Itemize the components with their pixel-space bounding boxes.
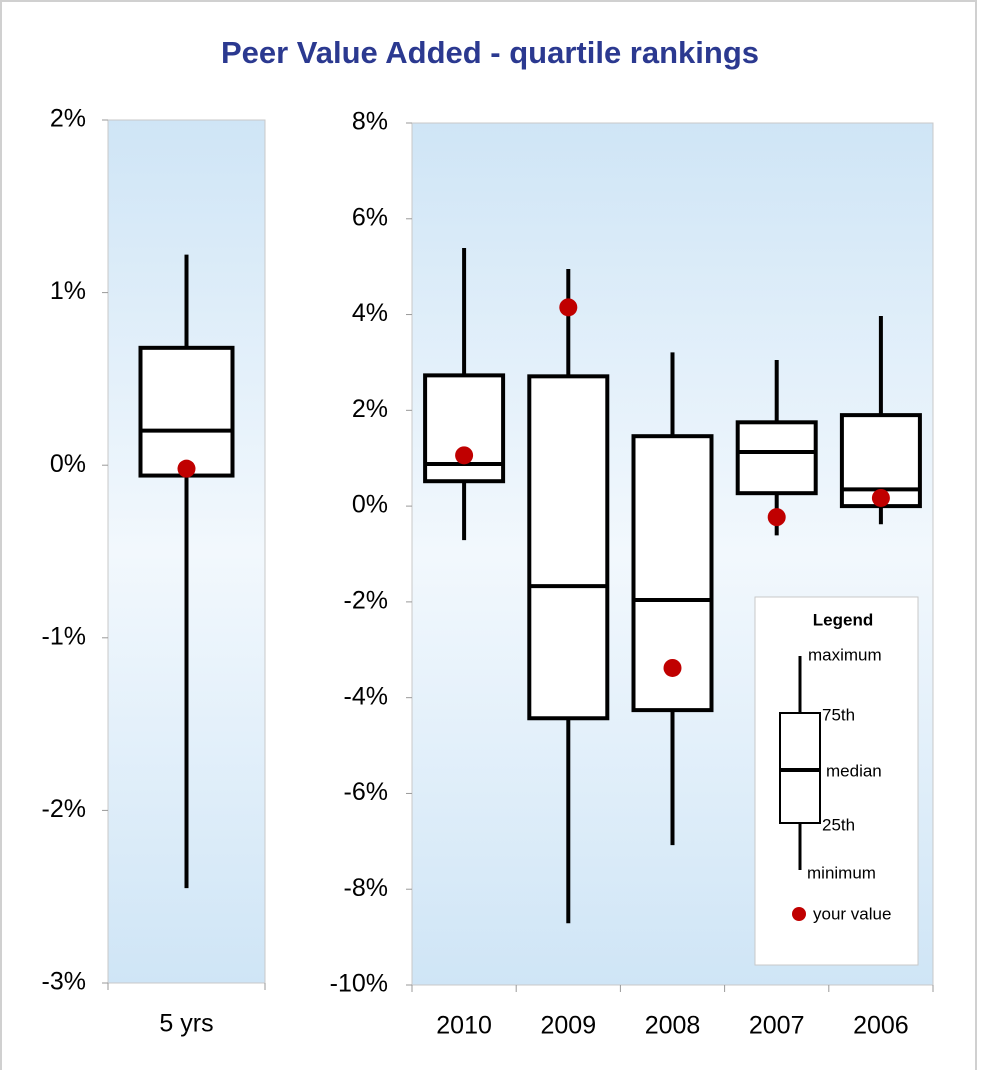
y-tick-label: 4% (352, 299, 388, 327)
your-value (767, 508, 786, 527)
x-tick-label: 2010 (436, 1012, 492, 1040)
chart-title: Peer Value Added - quartile rankings (221, 35, 759, 70)
legend-label: 75th (822, 705, 855, 724)
y-tick-label: 0% (352, 491, 388, 519)
your-value (177, 459, 196, 478)
y-tick-label: -8% (344, 874, 388, 902)
x-tick-label: 2009 (540, 1012, 596, 1040)
y-tick-label: -2% (344, 586, 388, 614)
box (138, 345, 235, 478)
legend-label: maximum (808, 645, 882, 664)
y-tick-label: 8% (352, 108, 388, 136)
y-tick-label: 0% (50, 450, 86, 478)
legend-label: 25th (822, 815, 855, 834)
legend-title: Legend (813, 610, 873, 629)
y-tick-label: -4% (344, 682, 388, 710)
y-tick-label: 2% (352, 395, 388, 423)
legend-label: your value (813, 904, 891, 923)
x-tick-label: 5 yrs (159, 1010, 213, 1038)
box (527, 374, 610, 721)
x-tick-label: 2006 (853, 1012, 909, 1040)
legend-label: median (826, 761, 882, 780)
y-tick-label: 1% (50, 277, 86, 305)
y-tick-label: 2% (50, 105, 86, 133)
x-tick-label: 2007 (749, 1012, 805, 1040)
your-value (455, 446, 474, 465)
y-tick-label: 6% (352, 203, 388, 231)
y-tick-label: -1% (42, 622, 86, 650)
legend-label: minimum (807, 863, 876, 882)
x-tick-label: 2008 (645, 1012, 701, 1040)
your-value (663, 658, 682, 677)
y-tick-label: -6% (344, 778, 388, 806)
your-value (871, 488, 890, 507)
your-value (559, 298, 578, 317)
y-tick-label: -3% (42, 968, 86, 996)
y-tick-label: -10% (330, 970, 388, 998)
legend-dot (792, 907, 806, 921)
box (735, 420, 818, 496)
y-tick-label: -2% (42, 795, 86, 823)
